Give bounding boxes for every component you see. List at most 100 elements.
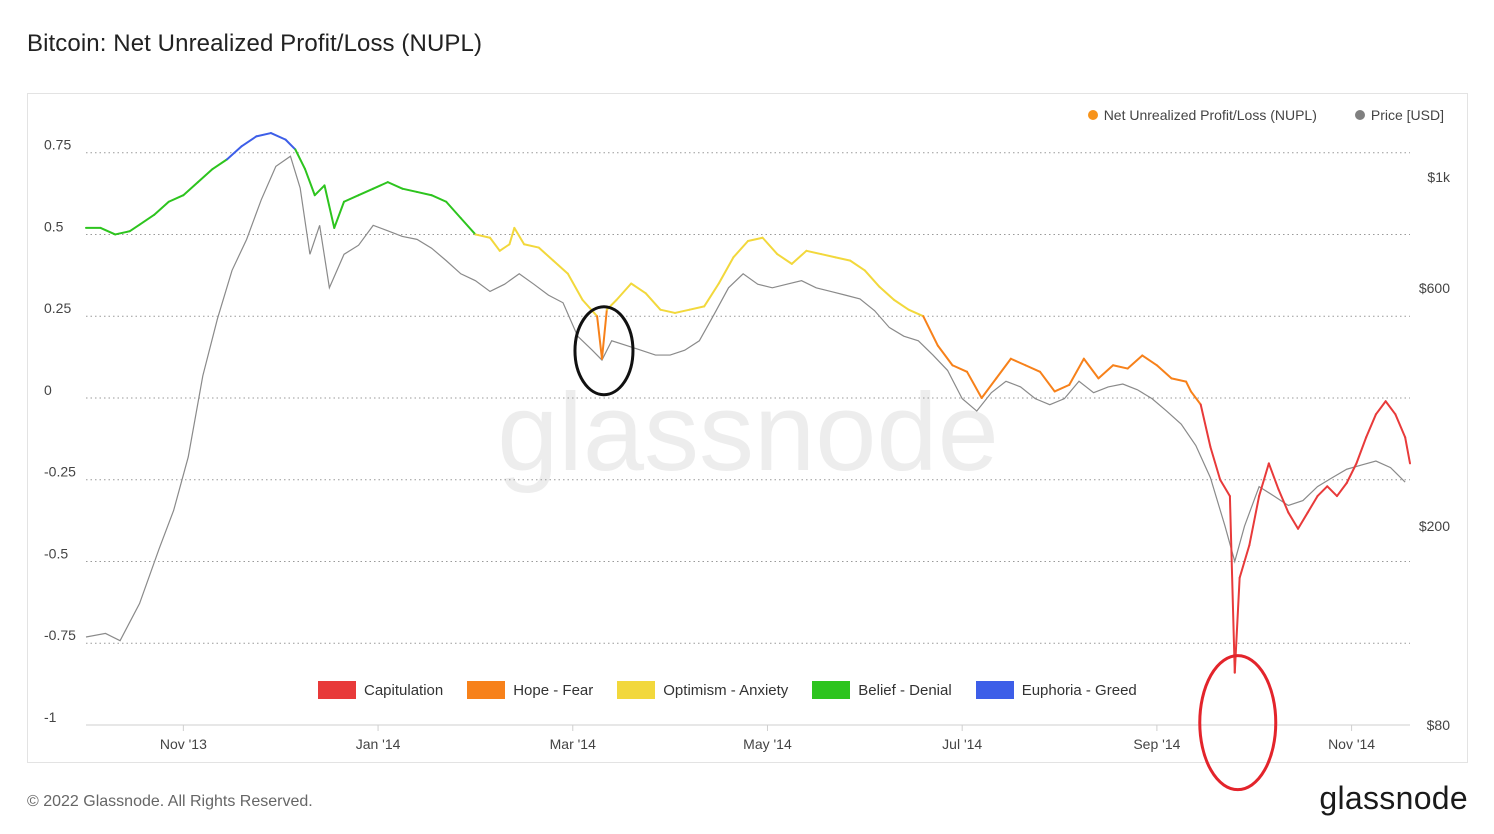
nupl-line-segment [357, 187, 375, 197]
nupl-line-segment [659, 308, 676, 314]
legend-item-nupl[interactable]: Net Unrealized Profit/Loss (NUPL) [1087, 107, 1317, 123]
x-tick-label: Nov '14 [1328, 736, 1375, 752]
nupl-line-segment [1355, 436, 1368, 465]
nupl-line-segment [1155, 364, 1173, 380]
nupl-line-segment [596, 315, 603, 360]
nupl-line-segment [966, 370, 983, 399]
legend-label-nupl: Net Unrealized Profit/Loss (NUPL) [1103, 107, 1317, 123]
zone-swatch-capitulation [318, 681, 356, 699]
nupl-line-segment [211, 158, 229, 171]
nupl-line-segment [508, 226, 516, 246]
nupl-line-segment [1068, 357, 1085, 386]
nupl-line-segment [294, 148, 307, 171]
y-right-tick-label: $200 [1419, 518, 1450, 534]
nupl-line-segment [630, 282, 647, 295]
zone-legend: Capitulation Hope - Fear Optimism - Anxi… [318, 681, 1137, 699]
nupl-line-segment [907, 308, 925, 318]
nupl-line-segment [995, 357, 1012, 380]
nupl-line-segment [430, 194, 448, 203]
nupl-line-segment [138, 213, 156, 226]
nupl-line-segment [416, 190, 433, 197]
zone-euphoria-greed: Euphoria - Greed [975, 681, 1137, 699]
zone-swatch-belief-denial [812, 681, 851, 699]
nupl-line-segment [128, 223, 141, 233]
nupl-line-segment [489, 236, 501, 252]
nupl-line-segment [1039, 370, 1056, 393]
legend-dot-price [1354, 110, 1365, 120]
nupl-line-segment [1345, 462, 1358, 484]
nupl-line-segment [834, 256, 852, 262]
zone-label-capitulation: Capitulation [364, 681, 444, 699]
nupl-line-segment [615, 282, 633, 301]
nupl-line-segment [523, 243, 540, 249]
zone-capitulation: Capitulation [318, 681, 443, 699]
x-tick-label: Jan '14 [356, 736, 401, 752]
nupl-line-segment [1233, 576, 1241, 674]
legend-dot-nupl [1087, 110, 1098, 120]
nupl-line-segment [1141, 354, 1158, 367]
nupl-line-segment [761, 236, 779, 256]
nupl-line-segment [1335, 482, 1348, 498]
nupl-line-segment [537, 246, 555, 262]
nupl-line-segment [732, 240, 749, 259]
chart-frame [27, 93, 1468, 763]
y-right-tick-label: $80 [1427, 717, 1451, 733]
nupl-line-segment [717, 256, 735, 285]
nupl-line-segment [1053, 383, 1071, 393]
nupl-line-segment [673, 308, 691, 314]
nupl-line-segment [474, 233, 492, 239]
zone-swatch-hope-fear [467, 681, 506, 699]
nupl-line-segment [255, 132, 272, 138]
nupl-line-segment [688, 305, 706, 311]
nupl-line-segment [863, 269, 881, 288]
y-left-tick-label: 0.5 [44, 218, 64, 234]
x-tick-label: May '14 [743, 736, 792, 752]
nupl-line-segment [1199, 403, 1212, 449]
nupl-line-segment [182, 181, 199, 197]
nupl-line-segment [849, 259, 866, 272]
nupl-line-segment [1316, 485, 1329, 498]
nupl-line-segment [1126, 354, 1144, 370]
nupl-line-segment [644, 292, 662, 311]
nupl-line-segment [1267, 462, 1280, 491]
nupl-line-segment [936, 344, 954, 367]
nupl-line-segment [552, 259, 569, 275]
nupl-line-segment [1277, 488, 1290, 514]
nupl-line-segment [1189, 390, 1202, 406]
nupl-line-segment [196, 168, 214, 184]
nupl-line-segment [1384, 400, 1397, 416]
y-left-tick-label: 0.75 [44, 137, 71, 153]
nupl-line-segment [153, 200, 170, 216]
zone-label-euphoria-greed: Euphoria - Greed [1021, 681, 1137, 699]
nupl-line-segment [1082, 357, 1100, 380]
nupl-line-segment [922, 315, 939, 347]
nupl-line-segment [805, 249, 823, 256]
nupl-line-segment [240, 135, 258, 148]
annotation-circle-red [1198, 654, 1278, 792]
y-left-tick-label: -0.75 [44, 627, 76, 643]
annotation-circle-black [573, 305, 635, 397]
nupl-line-segment [1024, 364, 1042, 373]
nupl-line-segment [820, 253, 837, 259]
nupl-line-segment [304, 168, 316, 197]
x-tick-label: Nov '13 [160, 736, 207, 752]
nupl-line-segment [878, 285, 896, 301]
nupl-line-segment [342, 194, 360, 203]
nupl-line-segment [1394, 413, 1407, 439]
nupl-line-segment [1185, 380, 1192, 393]
legend-item-price[interactable]: Price [USD] [1354, 107, 1444, 123]
zone-hope-fear: Hope - Fear [467, 681, 593, 699]
nupl-line-segment [1228, 495, 1236, 674]
nupl-line-segment [99, 226, 117, 236]
y-right-tick-label: $1k [1427, 169, 1451, 185]
nupl-line-segment [703, 282, 720, 308]
page-title: Bitcoin: Net Unrealized Profit/Loss (NUP… [27, 30, 483, 57]
nupl-line-segment [1404, 436, 1411, 465]
nupl-line-segment [323, 184, 336, 229]
nupl-line-segment [1248, 495, 1261, 547]
nupl-line-segment [1219, 478, 1231, 498]
nupl-line-segment [114, 230, 131, 236]
nupl-line-segment [401, 187, 418, 193]
zone-optimism-anxiety: Optimism - Anxiety [617, 681, 788, 699]
nupl-line-segment [1112, 364, 1129, 370]
